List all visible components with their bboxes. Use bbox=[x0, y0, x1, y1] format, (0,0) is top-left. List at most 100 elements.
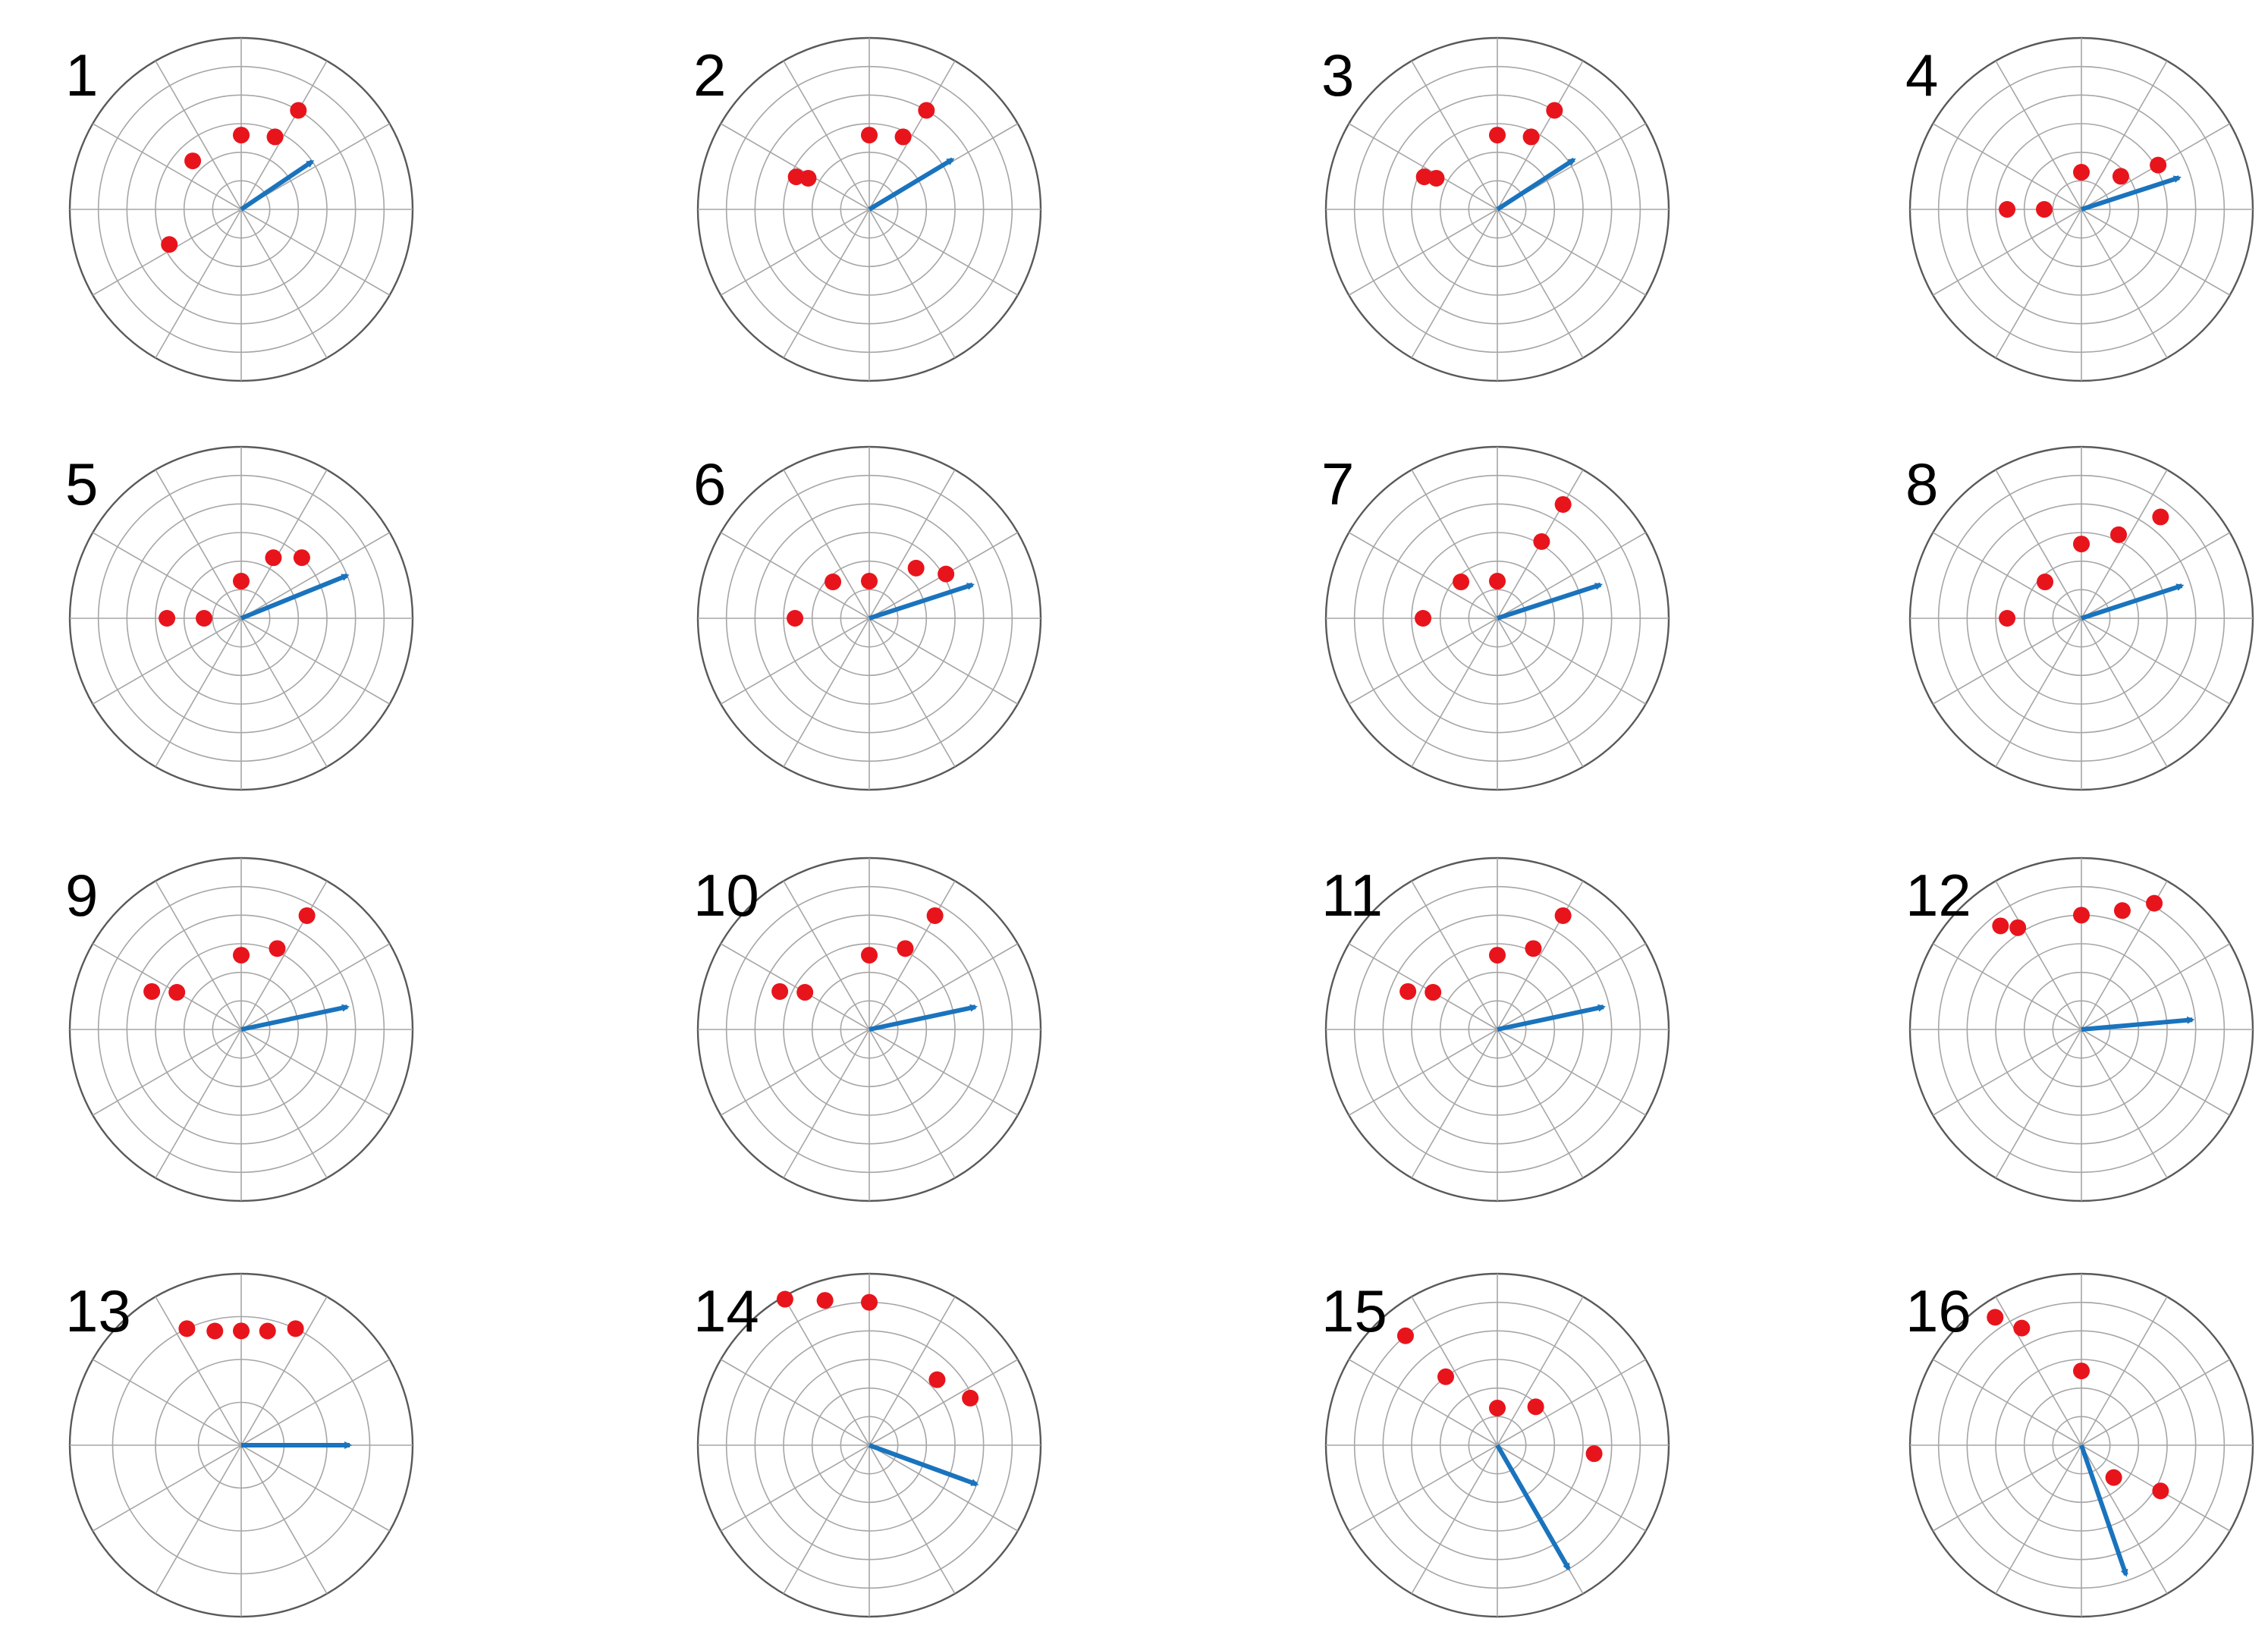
data-point bbox=[897, 940, 914, 957]
spoke-120 bbox=[1995, 60, 2082, 210]
spoke-240 bbox=[1411, 1444, 1498, 1595]
data-point bbox=[2112, 168, 2129, 185]
data-point bbox=[1489, 573, 1506, 590]
spoke-210 bbox=[720, 1029, 870, 1116]
spoke-300 bbox=[2081, 618, 2168, 768]
spoke-30 bbox=[869, 943, 1019, 1030]
vector-arrow bbox=[1497, 582, 1603, 621]
spoke-300 bbox=[2081, 1029, 2168, 1179]
data-point bbox=[1554, 907, 1572, 924]
spoke-150 bbox=[92, 1359, 242, 1446]
spoke-120 bbox=[155, 60, 242, 210]
spoke-330 bbox=[2081, 1029, 2231, 1116]
spoke-210 bbox=[1932, 1444, 2082, 1532]
data-point bbox=[799, 169, 817, 187]
spoke-240 bbox=[1995, 1444, 2082, 1595]
polar-panel-7: 7 bbox=[1321, 445, 1670, 791]
spoke-210 bbox=[92, 618, 242, 705]
vector-arrow bbox=[240, 573, 350, 621]
spoke-330 bbox=[1497, 1444, 1647, 1532]
polar-panel-6: 6 bbox=[693, 445, 1042, 791]
data-point bbox=[196, 610, 213, 627]
panel-label: 1 bbox=[65, 42, 98, 108]
spoke-330 bbox=[240, 1029, 391, 1116]
data-point bbox=[825, 574, 842, 591]
spoke-30 bbox=[1497, 532, 1647, 619]
spoke-240 bbox=[783, 209, 870, 359]
spoke-330 bbox=[869, 1029, 1019, 1116]
spoke-330 bbox=[1497, 618, 1647, 705]
spoke-300 bbox=[869, 1444, 956, 1595]
spoke-150 bbox=[720, 943, 870, 1030]
spoke-210 bbox=[1348, 1029, 1498, 1116]
spoke-60 bbox=[869, 880, 956, 1030]
spoke-60 bbox=[1497, 1296, 1584, 1446]
spoke-120 bbox=[783, 1296, 870, 1446]
data-point bbox=[233, 127, 250, 144]
spoke-210 bbox=[1348, 1444, 1498, 1532]
panel-label: 7 bbox=[1321, 451, 1354, 517]
spoke-210 bbox=[1932, 618, 2082, 705]
data-point bbox=[1999, 610, 2016, 627]
vector-arrow bbox=[869, 1004, 978, 1032]
spoke-60 bbox=[2081, 60, 2168, 210]
data-point bbox=[143, 982, 161, 1000]
data-point bbox=[233, 573, 250, 590]
vector-arrow bbox=[240, 1004, 350, 1032]
data-point bbox=[1992, 917, 2009, 935]
spoke-150 bbox=[92, 943, 242, 1030]
data-point bbox=[1399, 982, 1417, 1000]
data-point bbox=[184, 152, 202, 170]
panel-label: 11 bbox=[1321, 862, 1383, 929]
spoke-210 bbox=[1932, 209, 2082, 296]
data-point bbox=[2073, 536, 2090, 553]
data-point bbox=[776, 1290, 793, 1308]
spoke-330 bbox=[240, 209, 391, 296]
spoke-150 bbox=[1932, 532, 2082, 619]
spoke-240 bbox=[1995, 1029, 2082, 1179]
vector-arrow bbox=[868, 1443, 979, 1487]
data-point bbox=[1489, 1400, 1506, 1417]
vector-arrow bbox=[2081, 1016, 2195, 1032]
spoke-300 bbox=[240, 618, 328, 768]
panel-label: 3 bbox=[1321, 42, 1354, 108]
spoke-240 bbox=[1995, 209, 2082, 359]
spoke-330 bbox=[1497, 1029, 1647, 1116]
spoke-240 bbox=[155, 1029, 242, 1179]
polar-panel-11: 11 bbox=[1321, 857, 1670, 1202]
data-point bbox=[926, 907, 944, 924]
data-point bbox=[161, 236, 178, 253]
data-point bbox=[1489, 947, 1506, 964]
spoke-240 bbox=[783, 1029, 870, 1179]
data-point bbox=[2013, 1319, 2031, 1337]
data-point bbox=[1987, 1309, 2004, 1326]
spoke-210 bbox=[92, 1444, 242, 1532]
data-point bbox=[1425, 984, 1442, 1001]
polar-panel-12: 12 bbox=[1905, 857, 2254, 1202]
spoke-300 bbox=[2081, 1444, 2168, 1595]
spoke-240 bbox=[155, 1444, 242, 1595]
spoke-240 bbox=[155, 618, 242, 768]
data-point bbox=[787, 610, 804, 627]
data-point bbox=[1415, 610, 1432, 627]
spoke-150 bbox=[92, 532, 242, 619]
spoke-210 bbox=[92, 1029, 242, 1116]
panel-label: 8 bbox=[1905, 451, 1938, 517]
spoke-30 bbox=[2081, 1359, 2231, 1446]
polar-panel-5: 5 bbox=[65, 445, 414, 791]
data-point bbox=[1554, 495, 1572, 513]
spoke-330 bbox=[1497, 209, 1647, 296]
data-point bbox=[1533, 533, 1550, 550]
panel-label: 9 bbox=[65, 862, 98, 929]
data-point bbox=[962, 1389, 979, 1407]
vector-arrow bbox=[2081, 175, 2182, 212]
polar-panel-2: 2 bbox=[693, 36, 1042, 382]
data-point bbox=[1489, 127, 1506, 144]
data-point bbox=[265, 549, 282, 567]
spoke-150 bbox=[720, 532, 870, 619]
data-point bbox=[2113, 902, 2131, 919]
spoke-120 bbox=[155, 469, 242, 619]
spoke-150 bbox=[1932, 1359, 2082, 1446]
polar-panel-10: 10 bbox=[693, 857, 1042, 1202]
